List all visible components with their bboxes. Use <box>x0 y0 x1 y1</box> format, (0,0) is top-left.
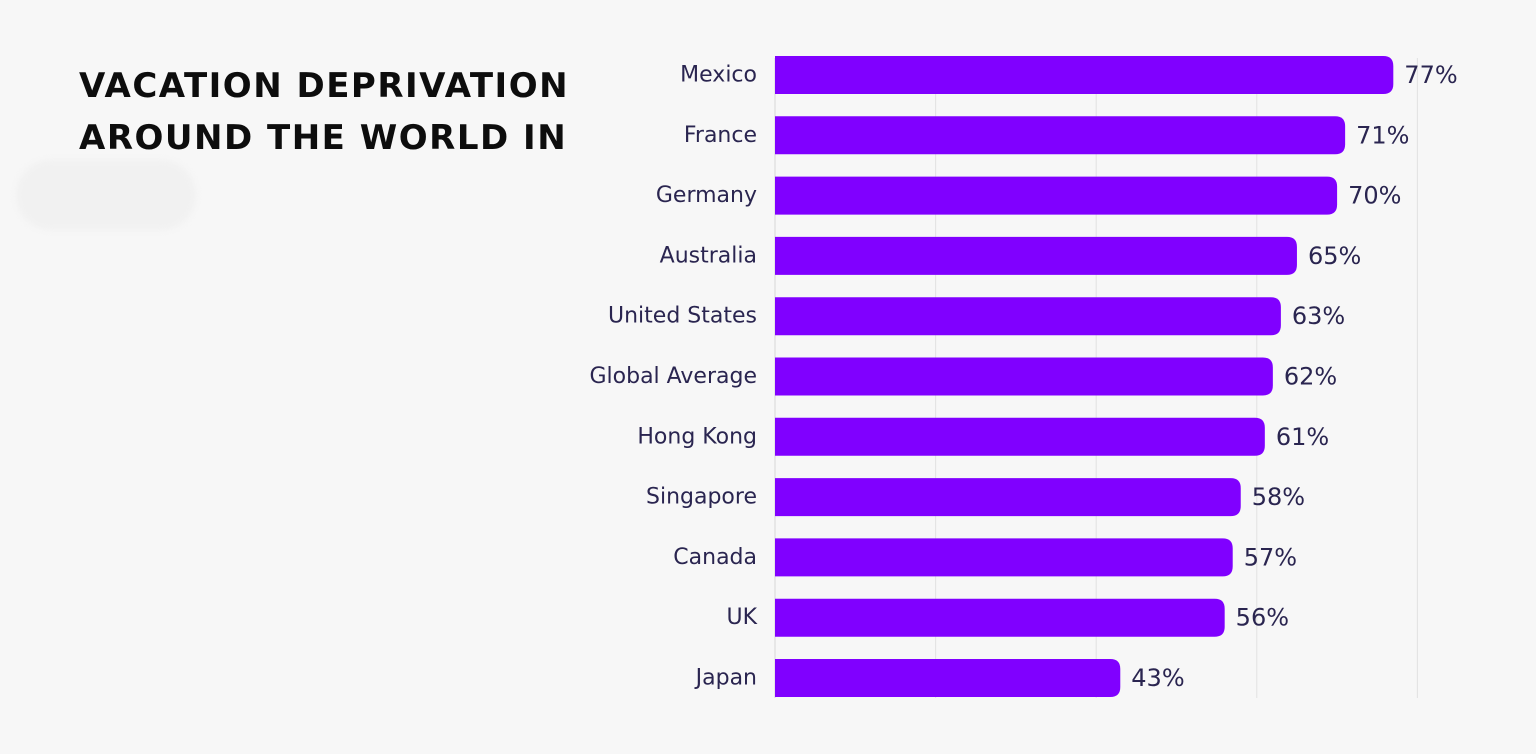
bar-canada <box>775 538 1233 577</box>
category-label: Canada <box>673 545 757 570</box>
bar-global-average <box>775 357 1273 396</box>
bar-france <box>775 116 1346 155</box>
value-label: 62% <box>1284 363 1337 391</box>
bar-uk <box>775 598 1225 637</box>
bar-japan <box>775 659 1121 697</box>
bar-australia <box>775 236 1297 275</box>
category-label: Japan <box>694 666 757 691</box>
value-label: 65% <box>1308 242 1361 270</box>
value-label: 77% <box>1404 61 1457 89</box>
category-label: Hong Kong <box>637 424 757 449</box>
value-label: 57% <box>1244 543 1297 571</box>
bar-hong-kong <box>775 417 1265 456</box>
bar-united-states <box>775 297 1281 336</box>
value-label: 71% <box>1356 121 1409 149</box>
value-label: 70% <box>1348 182 1401 210</box>
chart-title: VACATION DEPRIVATION AROUND THE WORLD IN <box>79 66 570 158</box>
category-label: Mexico <box>680 63 757 88</box>
category-label: Australia <box>660 243 757 268</box>
value-label: 61% <box>1276 423 1329 451</box>
value-label: 56% <box>1236 604 1289 632</box>
blurred-badge <box>16 160 196 230</box>
category-label: Germany <box>656 183 757 208</box>
category-label: Global Average <box>589 364 757 389</box>
bar-germany <box>775 176 1338 215</box>
bar-singapore <box>775 478 1241 517</box>
category-label: United States <box>608 304 757 329</box>
category-label: Singapore <box>646 485 757 510</box>
value-label: 58% <box>1252 483 1305 511</box>
value-label: 43% <box>1131 664 1184 692</box>
bar-mexico <box>775 56 1394 94</box>
category-label: France <box>684 123 757 148</box>
category-label: UK <box>726 605 757 630</box>
value-label: 63% <box>1292 302 1345 330</box>
